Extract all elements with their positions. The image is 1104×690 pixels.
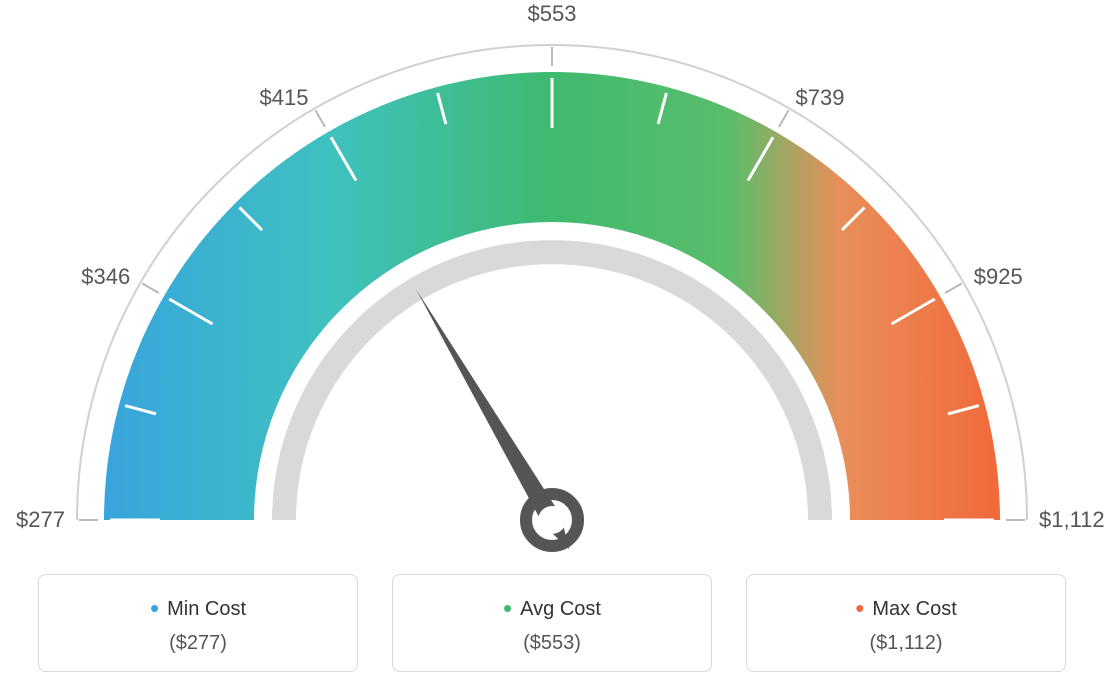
legend-card-avg: Avg Cost ($553) [392, 574, 712, 672]
legend-value-avg: ($553) [393, 632, 711, 655]
legend-title-min: Min Cost [39, 593, 357, 624]
legend-value-min: ($277) [39, 632, 357, 655]
legend-title-avg: Avg Cost [393, 593, 711, 624]
legend-card-min: Min Cost ($277) [38, 574, 358, 672]
tick-label-5: $925 [974, 264, 1023, 290]
legend-value-max: ($1,112) [747, 632, 1065, 655]
tick-label-3: $553 [528, 1, 577, 27]
tick-label-6: $1,112 [1039, 507, 1104, 533]
legend-row: Min Cost ($277) Avg Cost ($553) Max Cost… [0, 574, 1104, 672]
cost-gauge-chart: $277 $346 $415 $553 $739 $925 $1,112 Min… [0, 0, 1104, 690]
tick-label-1: $346 [81, 264, 130, 290]
tick-label-4: $739 [796, 85, 845, 111]
legend-card-max: Max Cost ($1,112) [746, 574, 1066, 672]
legend-title-max: Max Cost [747, 593, 1065, 624]
gauge: $277 $346 $415 $553 $739 $925 $1,112 [22, 10, 1082, 570]
tick-label-2: $415 [260, 85, 309, 111]
gauge-svg [22, 10, 1082, 570]
tick-label-0: $277 [16, 507, 65, 533]
